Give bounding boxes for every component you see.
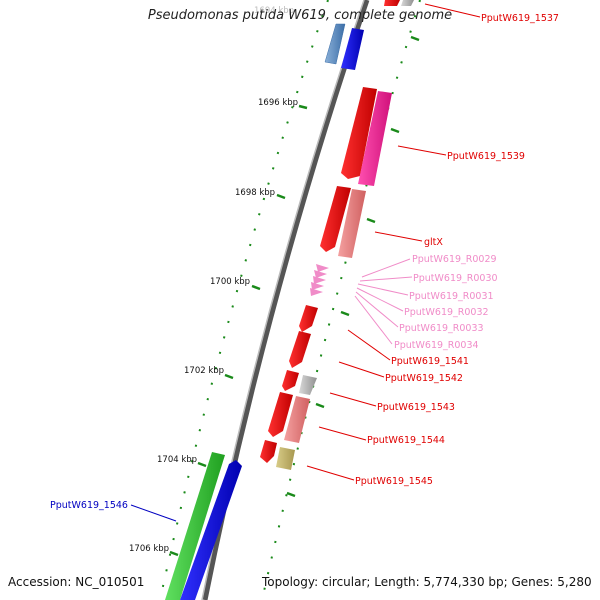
gene-label-gltx[interactable]: gltX (424, 237, 443, 248)
scale-label-1706: 1706 kbp (129, 544, 169, 554)
scale-tick (286, 491, 296, 498)
scale-tick (366, 217, 376, 224)
gene-label-r0033[interactable]: PputW619_R0033 (399, 323, 484, 334)
leader-line-r0029 (361, 258, 411, 278)
gene-label-r0030[interactable]: PputW619_R0030 (413, 273, 498, 284)
gene-label-r0034[interactable]: PputW619_R0034 (394, 340, 479, 351)
scale-tick (390, 127, 400, 134)
scale-tick (169, 550, 179, 557)
gene-feature-1545[interactable] (260, 440, 277, 463)
inner-scale-track (261, 0, 421, 600)
gene-label-1545[interactable]: PputW619_1545 (355, 476, 433, 487)
gene-feature-steel[interactable] (324, 23, 346, 65)
gene-feature-1546-green[interactable] (165, 452, 225, 600)
gene-label-r0032[interactable]: PputW619_R0032 (404, 307, 489, 318)
genome-backbone (202, 0, 370, 600)
gene-feature-1539-pink[interactable] (358, 91, 392, 186)
scale-ticks (169, 35, 420, 557)
gene-label-1541[interactable]: PputW619_1541 (391, 356, 469, 367)
leader-line-r0034 (354, 295, 393, 345)
leader-line-1546 (130, 504, 177, 522)
scale-label-1702: 1702 kbp (184, 366, 224, 376)
scale-tick (315, 402, 325, 409)
gene-feature-gltx[interactable] (320, 186, 351, 252)
gene-feature-1545-khaki[interactable] (276, 447, 295, 470)
leader-line-r0032 (356, 287, 404, 312)
trna-cluster[interactable] (310, 264, 329, 296)
leader-line-1541 (347, 329, 391, 361)
scale-tick (340, 310, 350, 317)
topology-label: Topology: circular; Length: 5,774,330 bp… (262, 575, 592, 589)
leader-line-1545 (306, 465, 355, 481)
label-leader-lines (130, 3, 481, 522)
gene-feature-gltx-salmon[interactable] (338, 189, 366, 258)
scale-tick (298, 104, 308, 110)
gene-feature-1537[interactable] (384, 0, 400, 6)
gene-feature-1544[interactable] (268, 392, 293, 437)
scale-tick (251, 284, 261, 291)
leader-line-r0033 (355, 291, 399, 328)
gene-label-r0031[interactable]: PputW619_R0031 (409, 291, 494, 302)
trna-feature[interactable] (313, 276, 326, 284)
accession-label: Accession: NC_010501 (8, 575, 145, 589)
leader-line-1542 (338, 361, 385, 378)
gene-labels: PputW619_1537 PputW619_1539 gltX PputW61… (50, 13, 559, 511)
scale-label-1698: 1698 kbp (235, 188, 275, 198)
leader-line-1539 (397, 145, 447, 156)
trna-feature[interactable] (310, 288, 323, 296)
leader-line-1544 (318, 426, 367, 441)
scale-tick (224, 373, 234, 380)
gene-feature-1546[interactable] (180, 460, 242, 600)
scale-label-1694: 1694 kbp (254, 6, 294, 16)
trna-feature[interactable] (311, 282, 324, 290)
scale-labels: 1694 kbp 1696 kbp 1698 kbp 1700 kbp 1702… (129, 6, 298, 554)
scale-label-1696: 1696 kbp (258, 98, 298, 108)
gene-feature-1544-salmon[interactable] (284, 396, 310, 443)
gene-feature-1541[interactable] (299, 305, 318, 332)
gene-label-r0029[interactable]: PputW619_R0029 (412, 254, 497, 265)
gene-label-1542[interactable]: PputW619_1542 (385, 373, 463, 384)
leader-line-r0030 (359, 276, 413, 282)
scale-label-1704: 1704 kbp (157, 455, 197, 465)
gene-label-1539[interactable]: PputW619_1539 (447, 151, 525, 162)
trna-feature[interactable] (316, 264, 329, 272)
gene-feature-1537-gray (401, 0, 414, 6)
scale-tick (410, 35, 420, 42)
gene-feature-1543[interactable] (282, 370, 299, 391)
leader-line-gltx (374, 231, 423, 242)
gene-feature-1542[interactable] (289, 331, 311, 368)
leader-line-1543 (329, 392, 377, 407)
trna-feature[interactable] (314, 270, 327, 278)
leader-line-1537 (424, 3, 481, 18)
gene-feature-blue-top[interactable] (341, 28, 364, 70)
gene-label-1546[interactable]: PputW619_1546 (50, 500, 128, 511)
outer-scale-track (159, 0, 329, 600)
scale-label-1700: 1700 kbp (210, 277, 250, 287)
gene-feature-1539[interactable] (341, 87, 377, 179)
gene-feature-1543-gray[interactable] (299, 375, 317, 395)
scale-tick (276, 193, 286, 200)
gene-label-1543[interactable]: PputW619_1543 (377, 402, 455, 413)
gene-label-1537[interactable]: PputW619_1537 (481, 13, 559, 24)
scale-tick (197, 461, 207, 468)
leader-line-r0031 (357, 283, 409, 296)
gene-label-1544[interactable]: PputW619_1544 (367, 435, 445, 446)
map-title: Pseudomonas putida W619, complete genome (147, 8, 453, 23)
